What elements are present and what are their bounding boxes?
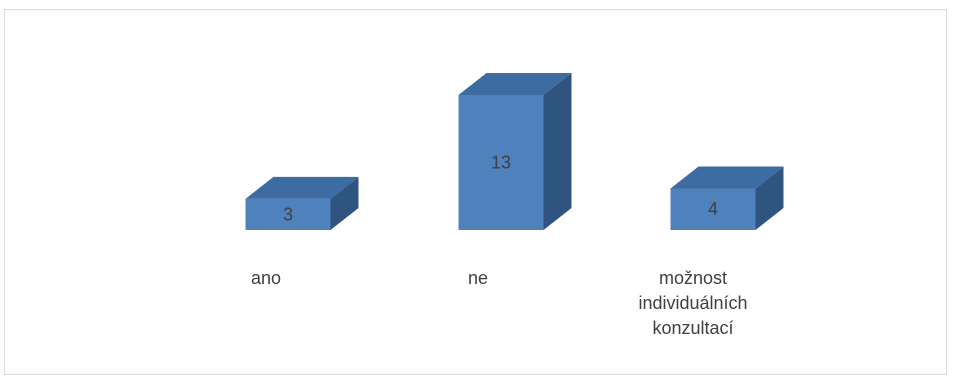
bar-side-face: [755, 166, 784, 230]
bar-0: 3: [245, 176, 359, 230]
bar-front-face: [670, 188, 756, 230]
bar-side-face: [543, 73, 572, 230]
bar-front-face: [245, 198, 331, 230]
category-label-ne: ne: [467, 268, 489, 288]
bar-side-face: [330, 176, 359, 230]
bar-2: 4: [670, 166, 784, 230]
bars-layer: 3 13 4: [245, 73, 784, 230]
bar-top-face: [670, 166, 784, 189]
bar-top-face: [245, 176, 359, 199]
data-label-1: 13: [491, 153, 511, 173]
bar-1: 13: [458, 73, 572, 230]
data-label-0: 3: [283, 204, 293, 224]
category-label-ano: ano: [250, 268, 282, 288]
data-label-2: 4: [708, 199, 718, 219]
bar-front-face: [458, 95, 544, 230]
bar-top-face: [458, 73, 572, 95]
category-label-moznost-individualnich-konzultaci: možnost individuálních konzultací: [638, 268, 748, 338]
